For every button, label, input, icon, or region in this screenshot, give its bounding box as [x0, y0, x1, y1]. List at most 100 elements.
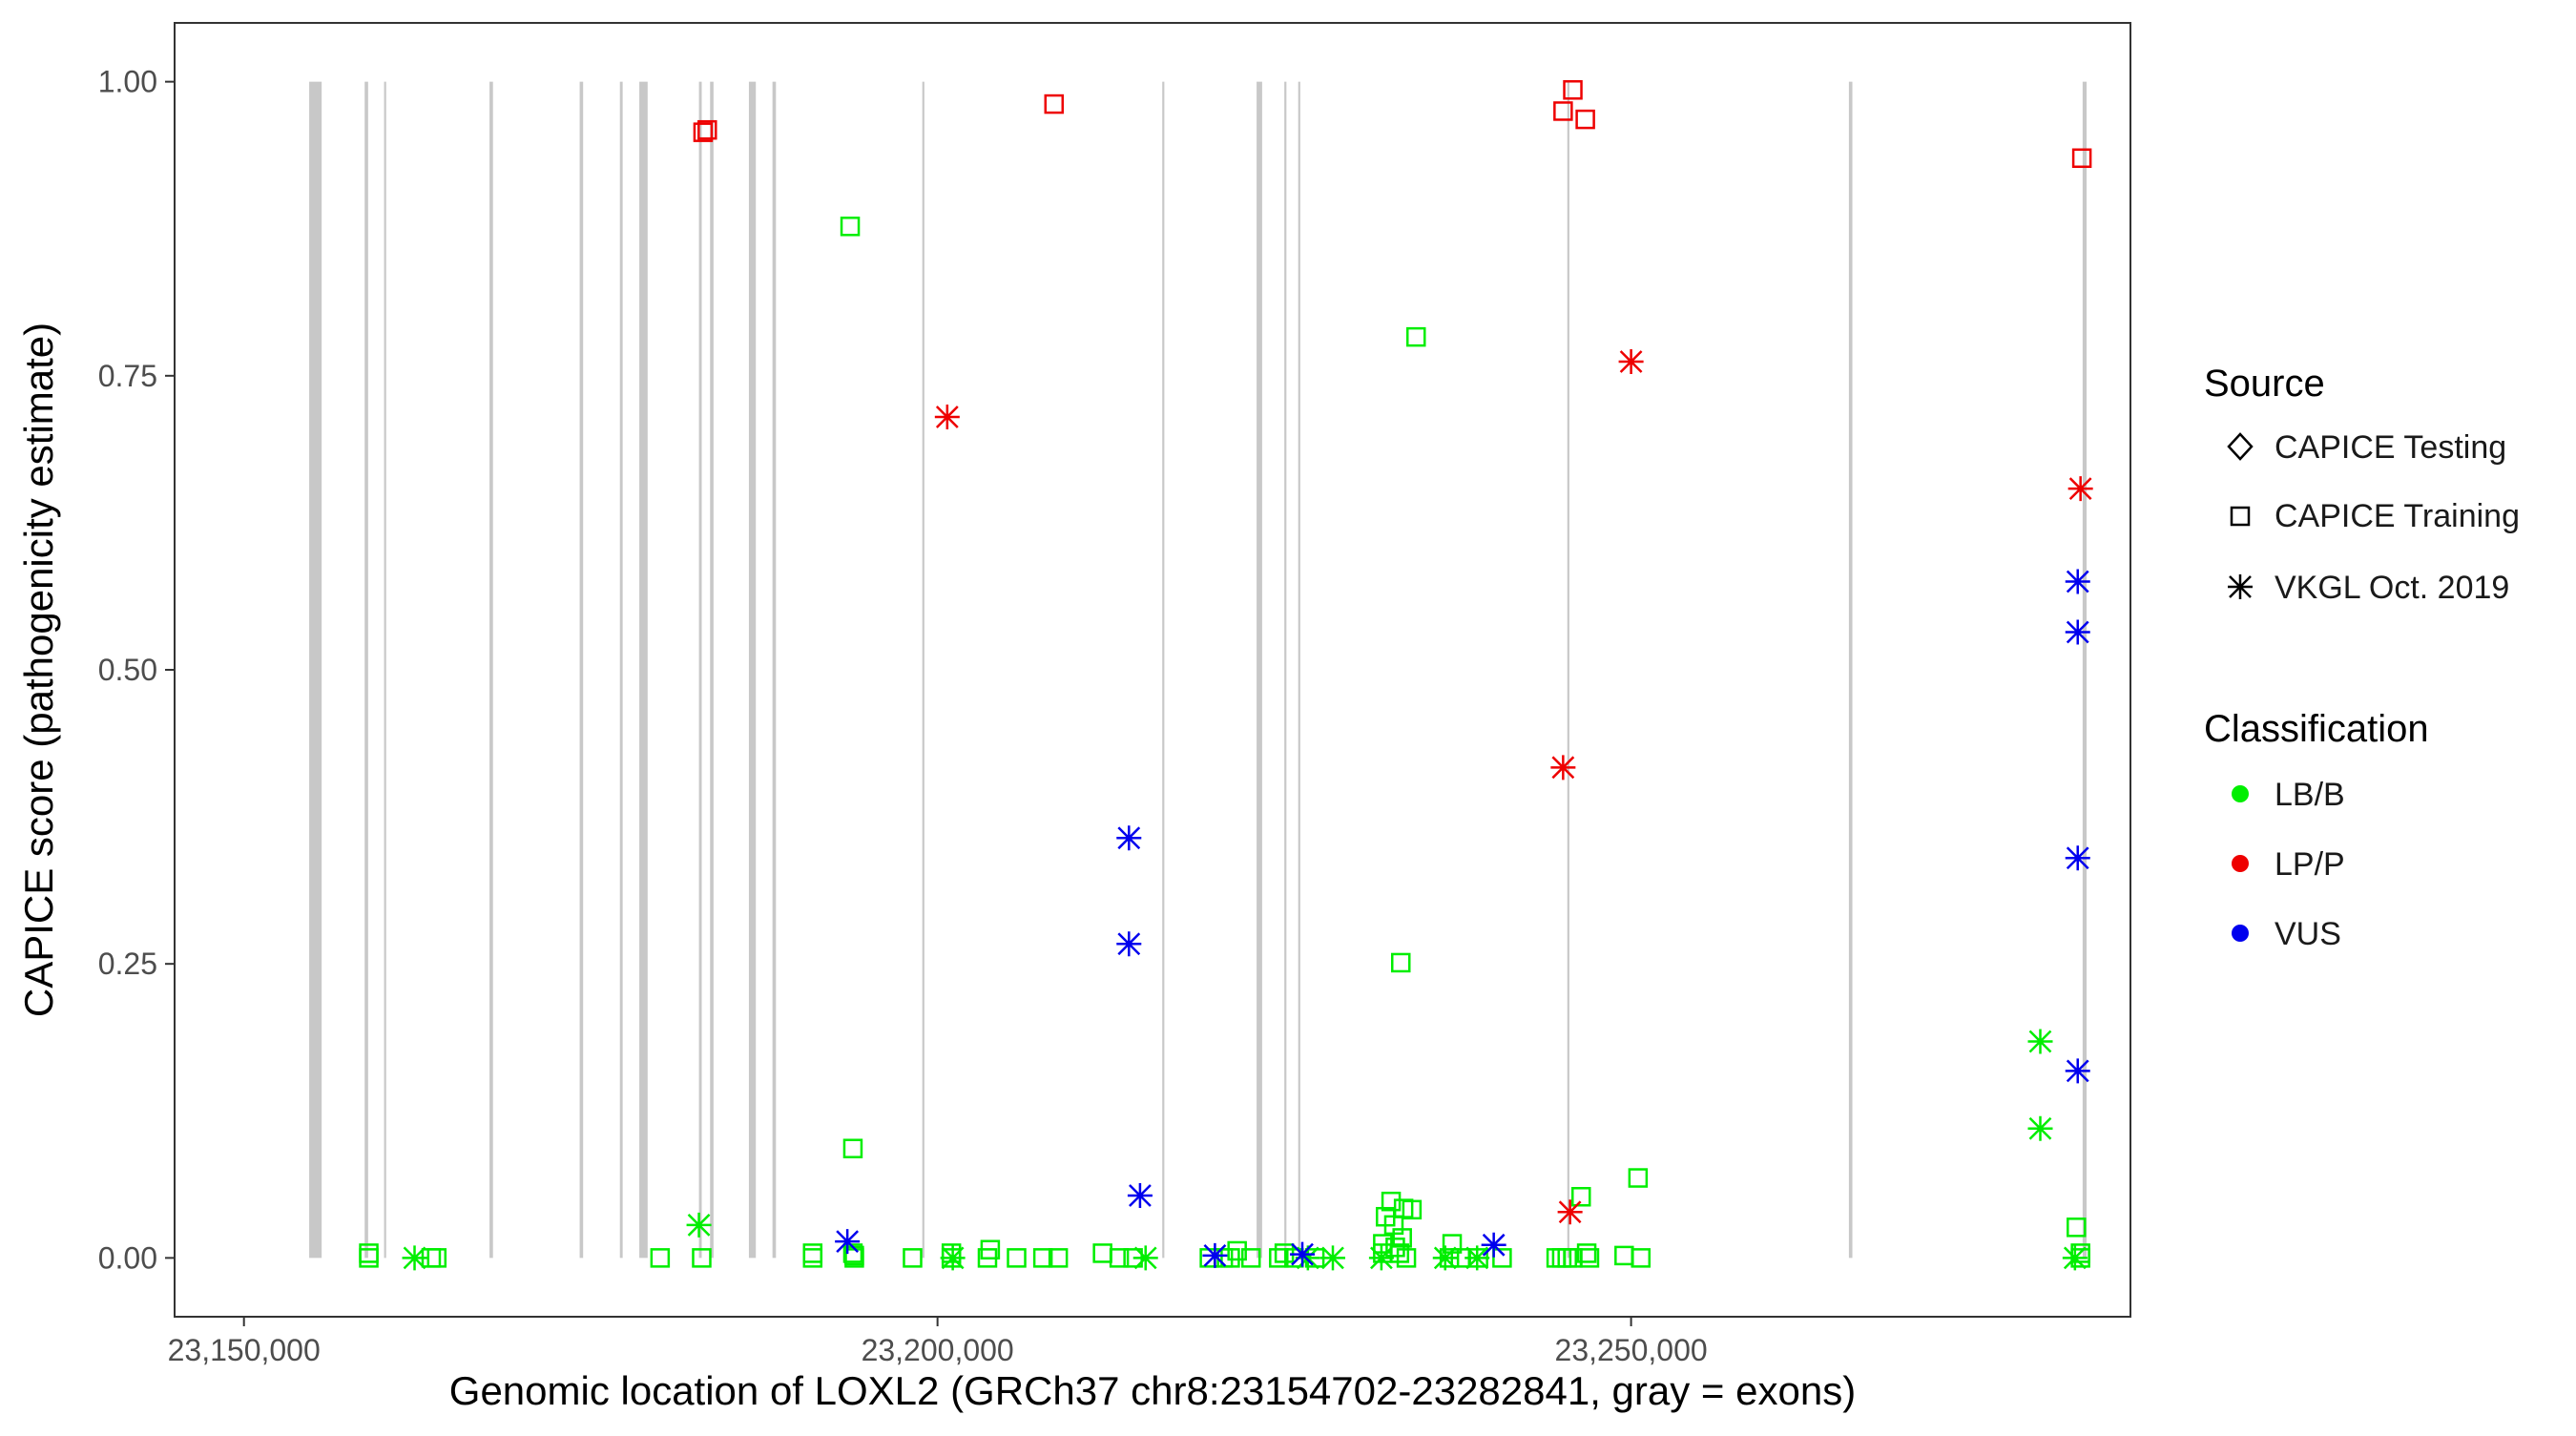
data-point-square	[903, 1248, 923, 1268]
data-point-square	[1575, 109, 1595, 130]
exon-band	[364, 81, 368, 1259]
legend-source: Source CAPICE Testing CAPICE Training VK…	[2204, 363, 2520, 606]
x-tick-label: 23,200,000	[862, 1333, 1014, 1367]
data-point-square	[1044, 94, 1065, 114]
data-point-square	[1381, 1191, 1402, 1212]
legend-label: CAPICE Testing	[2275, 429, 2506, 466]
legend-label: LP/P	[2275, 846, 2345, 883]
data-point-star	[1368, 1245, 1394, 1271]
exon-band	[698, 81, 702, 1259]
exon-band	[384, 81, 386, 1259]
data-point-star	[2027, 1115, 2053, 1141]
legend-source-title: Source	[2204, 363, 2325, 405]
exon-band	[1284, 81, 1287, 1259]
data-point-square	[1571, 1187, 1591, 1207]
x-axis-label: Genomic location of LOXL2 (GRCh37 chr8:2…	[449, 1368, 1856, 1413]
legend-item-vkgl: VKGL Oct. 2019	[2228, 570, 2509, 606]
data-point-square	[692, 1248, 712, 1268]
data-point-square	[697, 119, 717, 140]
data-point-square	[1492, 1248, 1512, 1268]
square-key-icon	[2230, 506, 2251, 527]
data-point-square	[1048, 1248, 1069, 1268]
exon-band	[922, 81, 924, 1259]
data-point-star	[1202, 1242, 1228, 1268]
legend-item-vus: VUS	[2232, 916, 2341, 952]
x-tick-label: 23,150,000	[168, 1333, 321, 1367]
legend-item-capice-training: CAPICE Training	[2230, 498, 2520, 534]
data-point-square	[1563, 80, 1583, 100]
exon-band	[1567, 81, 1569, 1259]
x-axis: 23,150,000 23,200,000 23,250,000	[168, 1317, 1708, 1367]
y-tick-label: 0.00	[98, 1240, 157, 1275]
blue-dot-icon	[2232, 925, 2249, 942]
data-point-star	[934, 404, 960, 429]
data-point-square	[1628, 1168, 1649, 1188]
exon-band	[2082, 81, 2088, 1259]
data-point-star	[835, 1229, 861, 1255]
star-key-icon	[2228, 574, 2253, 599]
data-point-star	[1295, 1245, 1320, 1271]
exon-band	[710, 81, 714, 1259]
data-point-star	[2065, 619, 2090, 645]
data-points	[359, 80, 2093, 1271]
y-tick-label: 0.50	[98, 653, 157, 687]
data-point-square	[1392, 1228, 1412, 1248]
data-point-star	[1116, 825, 1142, 851]
data-point-square	[1405, 326, 1426, 347]
y-tick-label: 0.25	[98, 947, 157, 981]
legend-label: VKGL Oct. 2019	[2275, 570, 2509, 606]
data-point-square	[941, 1243, 962, 1263]
data-point-star	[1116, 931, 1142, 957]
data-point-square	[2071, 148, 2092, 169]
data-point-star	[2065, 845, 2090, 871]
y-tick-label: 0.75	[98, 359, 157, 393]
data-point-square	[1396, 1248, 1417, 1268]
data-point-square	[980, 1239, 1001, 1259]
legend-label: CAPICE Training	[2275, 498, 2520, 534]
exon-band	[772, 81, 777, 1259]
data-point-star	[1557, 1199, 1583, 1225]
data-point-star	[2027, 1029, 2053, 1054]
data-point-star	[2065, 1058, 2090, 1084]
data-point-star	[1127, 1183, 1153, 1209]
diamond-key-icon	[2227, 432, 2254, 461]
data-point-square	[1032, 1248, 1053, 1268]
x-tick-label: 23,250,000	[1555, 1333, 1708, 1367]
data-point-square	[1240, 1248, 1261, 1268]
data-point-star	[1290, 1241, 1316, 1267]
exon-band	[1848, 81, 1853, 1259]
legend-classification: Classification LB/B LP/P VUS	[2204, 708, 2429, 952]
legend-item-lb-b: LB/B	[2232, 777, 2345, 813]
exon-band	[1298, 81, 1300, 1259]
legend-item-lp-p: LP/P	[2232, 846, 2345, 883]
data-point-star	[1132, 1245, 1158, 1271]
plot-panel	[174, 22, 2131, 1318]
y-tick-label: 1.00	[98, 65, 157, 99]
exon-band	[489, 81, 493, 1259]
green-dot-icon	[2232, 785, 2249, 802]
data-point-star	[2062, 1245, 2088, 1271]
data-point-star	[1465, 1245, 1490, 1271]
data-point-square	[1576, 1243, 1597, 1263]
data-point-square	[1007, 1248, 1027, 1268]
data-point-square	[842, 1243, 863, 1263]
data-point-star	[1320, 1245, 1346, 1271]
data-point-square	[1227, 1240, 1247, 1261]
data-point-square	[1631, 1248, 1652, 1268]
data-point-star	[2065, 569, 2090, 594]
exon-band	[1162, 81, 1165, 1259]
legend-label: LB/B	[2275, 777, 2345, 813]
y-axis-label: CAPICE score (pathogenicity estimate)	[16, 323, 61, 1017]
exon-band	[748, 81, 757, 1259]
data-point-star	[402, 1245, 427, 1271]
data-point-square	[1390, 952, 1411, 973]
data-point-star	[1432, 1245, 1458, 1271]
data-point-star	[2067, 476, 2093, 502]
data-point-square	[1109, 1248, 1130, 1268]
red-dot-icon	[2232, 855, 2249, 872]
exon-band	[579, 81, 584, 1259]
data-point-square	[2067, 1217, 2087, 1238]
data-point-star	[1481, 1232, 1506, 1258]
exon-band	[619, 81, 623, 1259]
